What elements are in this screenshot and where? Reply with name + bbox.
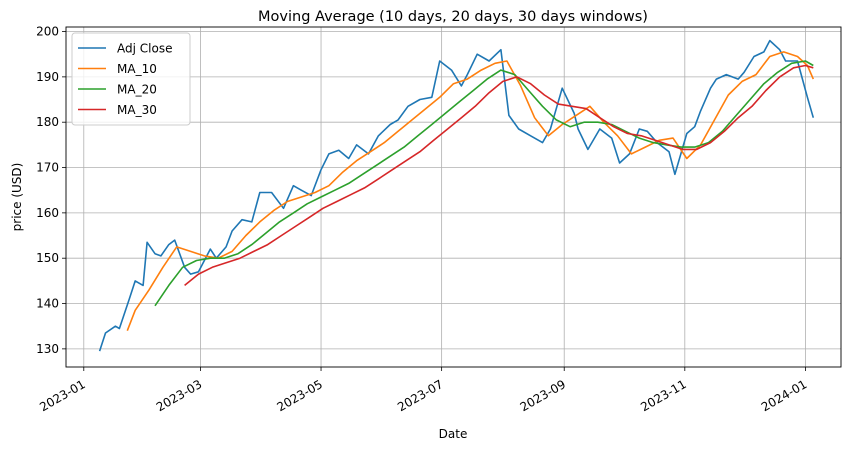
series-line-ma-10	[126, 51, 815, 331]
grid-lines	[66, 27, 841, 367]
legend-label: MA_10	[117, 62, 157, 76]
y-tick-label: 130	[36, 342, 59, 356]
x-axis-label: Date	[439, 427, 468, 441]
series-line-ma-20	[154, 60, 814, 307]
legend-label: MA_20	[117, 83, 157, 97]
legend-frame	[71, 32, 191, 126]
chart-title: Moving Average (10 days, 20 days, 30 day…	[258, 9, 648, 25]
legend-label: MA_30	[117, 103, 157, 117]
y-tick-label: 170	[36, 161, 59, 175]
plot-area-frame	[65, 26, 842, 368]
legend: Adj Close MA_10 MA_20 MA_30	[71, 32, 191, 126]
y-tick-label: 150	[36, 251, 59, 265]
y-axis: 130 140 150 160 170 180 190 200	[36, 25, 66, 356]
series-line-ma-30	[184, 64, 814, 287]
y-tick-label: 180	[36, 115, 59, 129]
y-tick-label: 190	[36, 70, 59, 84]
series-line-adj-close	[98, 39, 815, 352]
legend-label: Adj Close	[117, 42, 172, 56]
y-tick-label: 140	[36, 297, 59, 311]
y-tick-label: 200	[36, 25, 59, 39]
y-tick-label: 160	[36, 206, 59, 220]
y-axis-label: price (USD)	[10, 163, 24, 232]
series-layer	[98, 39, 815, 352]
